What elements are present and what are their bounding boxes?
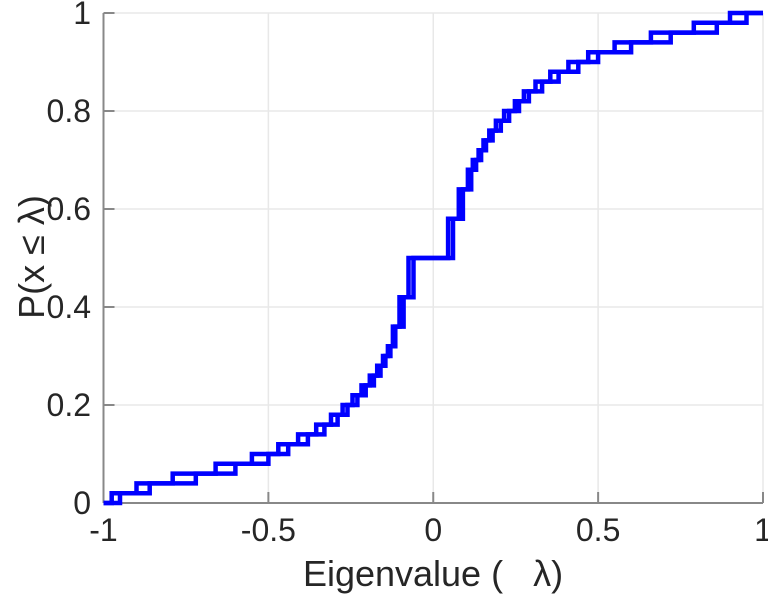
ecdf-step-curves <box>103 10 763 506</box>
x-tick-label: -0.5 <box>241 512 296 548</box>
y-tick-label: 0.6 <box>47 191 91 227</box>
x-tick-label: -1 <box>89 512 117 548</box>
y-tick-label: 0.2 <box>47 387 91 423</box>
y-tick-label: 0 <box>73 485 91 521</box>
x-tick-label: 1 <box>754 512 768 548</box>
y-axis-label: P(x ≤ λ) <box>11 195 52 319</box>
eigenvalue-ecdf-2-curve <box>103 10 763 506</box>
y-tick-label: 0.4 <box>47 289 91 325</box>
x-axis-label: Eigenvalue ( λ) <box>303 553 563 594</box>
x-tick-label: 0 <box>424 512 442 548</box>
x-tick-labels: -1 -0.5 0 0.5 1 <box>89 512 768 548</box>
axis-spines-and-ticks <box>102 12 764 504</box>
y-tick-label: 0.8 <box>47 93 91 129</box>
y-tick-labels: 0 0.2 0.4 0.6 0.8 1 <box>47 0 91 521</box>
x-tick-label: 0.5 <box>576 512 620 548</box>
y-tick-label: 1 <box>73 0 91 31</box>
